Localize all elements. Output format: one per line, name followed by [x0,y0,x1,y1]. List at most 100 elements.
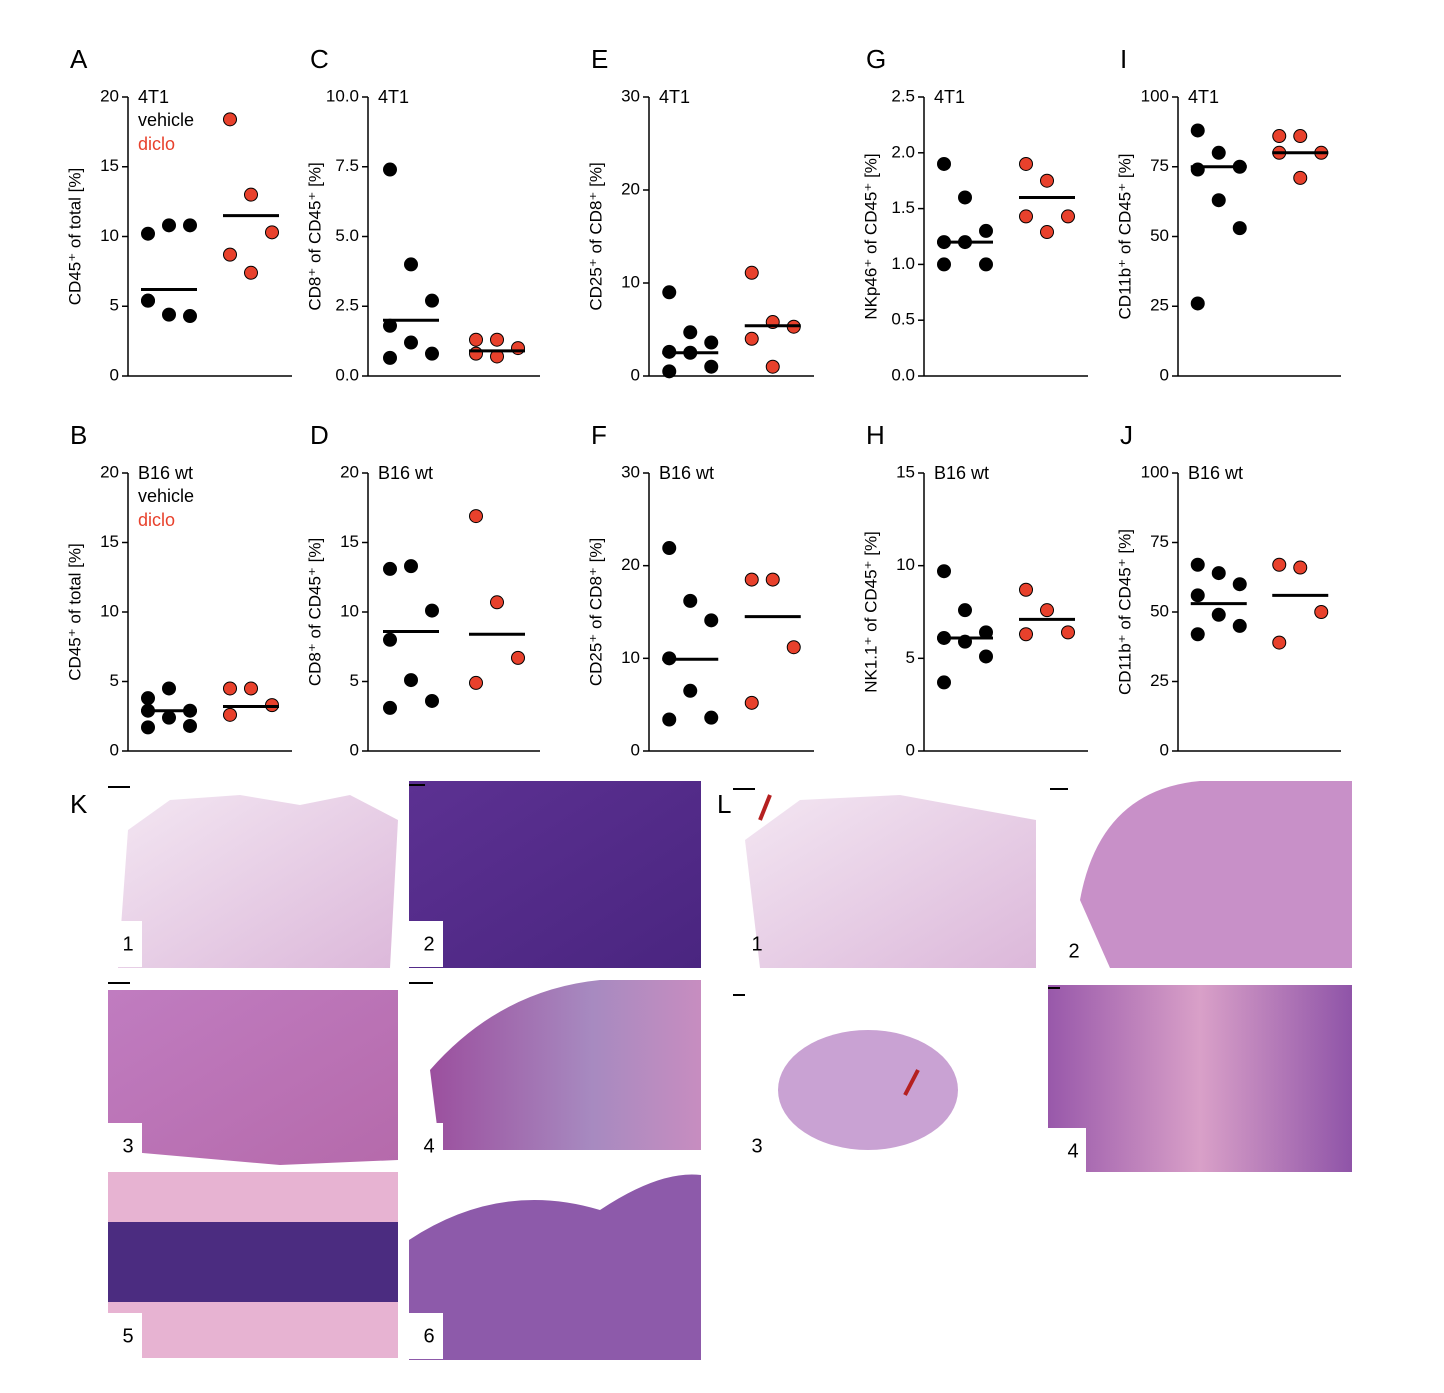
y-tick-label: 0 [110,365,119,384]
dot [223,247,237,262]
y-tick-label: 50 [1150,226,1169,245]
image [108,1222,398,1302]
chart-title: 4T1 [659,87,690,107]
dot [1040,173,1054,188]
dot [425,603,439,618]
label-box [409,1123,443,1169]
chart-title: B16 wt [138,463,193,483]
y-tick-label: 10 [621,272,640,291]
dot [244,265,258,280]
dot [683,683,698,698]
dot [469,346,483,361]
chart-title: 4T1 [138,87,169,107]
y-tick-label: 25 [1150,671,1169,690]
dot [1190,588,1205,603]
y-axis-label: CD25⁺ of CD8⁺ [%] [586,162,605,310]
dot [490,332,504,347]
legend-label: diclo [138,510,175,530]
y-tick-label: 30 [621,462,640,481]
y-tick-label: 10 [340,601,359,620]
y-tick-label: 15 [100,532,119,551]
image-number: 3 [751,1135,762,1157]
dot [383,700,397,715]
dot [141,691,155,706]
dot [469,509,483,524]
dot [1061,209,1075,224]
y-tick-label: 15 [896,462,915,481]
dot [183,718,197,733]
panel-label: E [591,44,608,74]
y-tick-label: 0 [906,740,915,759]
dot [662,364,677,379]
panel-label: A [70,44,88,74]
chart-title: 4T1 [1188,87,1219,107]
y-tick-label: 20 [100,462,119,481]
y-tick-label: 75 [1150,156,1169,175]
y-tick-label: 1.0 [891,254,915,273]
dot [704,710,719,725]
y-tick-label: 10 [100,601,119,620]
chart: G 4T1 NKp46⁺ of CD45⁺ [%] 0.0 0.5 1.0 1.5 2.0 2.… [861,44,1088,384]
dot [425,293,439,308]
y-tick-label: 0.0 [335,365,359,384]
dot [662,285,677,300]
image-number: 3 [122,1135,133,1157]
image-number: 4 [1067,1140,1078,1162]
label-box [108,921,142,967]
dot [704,335,719,350]
arrow [903,1069,920,1096]
dot [979,649,993,664]
chart: B B16 wt CD45⁺ of total [%] 0 5 10 15 20 vehicle… [65,420,292,759]
panel-label: B [70,420,87,450]
dot [1272,635,1287,650]
dot [683,325,698,340]
y-tick-label: 0 [350,740,359,759]
chart: H B16 wt NK1.1⁺ of CD45⁺ [%] 0 5 10 15 [861,420,1088,759]
dot [937,257,951,272]
label-box [409,921,443,967]
dot [765,359,780,374]
image [1048,985,1352,1172]
label-box [108,1313,142,1359]
dot [1190,296,1205,311]
dot [1190,557,1205,572]
image-number: 2 [1068,940,1079,962]
panel-label: F [591,420,607,450]
dot [1190,627,1205,642]
dot [1019,627,1033,642]
y-axis-label: CD11b⁺ of CD45⁺ [%] [1115,154,1134,320]
dot [383,162,397,177]
dot [662,712,677,727]
image-number: 5 [122,1325,133,1347]
dot [469,332,483,347]
legend-label: vehicle [138,486,194,506]
y-axis-label: CD8⁺ of CD45⁺ [%] [305,538,324,686]
y-tick-label: 1.5 [891,198,915,217]
dot [937,156,951,171]
dot [223,707,237,722]
chart: F B16 wt CD25⁺ of CD8⁺ [%] 0 10 20 30 [586,420,814,759]
dot [404,335,418,350]
chart: C 4T1 CD8⁺ of CD45⁺ [%] 0.0 2.5 5.0 7.5 10.0 [305,44,540,384]
image [409,781,701,968]
dot [511,650,525,665]
dot [183,309,197,324]
y-axis-label: CD11b⁺ of CD45⁺ [%] [1115,529,1134,695]
dot [404,673,418,688]
histology [108,781,1352,1360]
panel-label: J [1120,420,1133,450]
dot [744,265,759,280]
dot [162,307,176,322]
dot [1019,582,1033,597]
y-tick-label: 2.5 [891,86,915,105]
dot [1293,560,1308,575]
image [409,1174,701,1360]
image-number: 1 [751,933,762,955]
dot [1232,618,1247,633]
dot [1040,603,1054,618]
panel-label: K [70,789,88,819]
dot [141,226,155,241]
label-box [108,1123,142,1169]
dot [244,681,258,696]
y-tick-label: 10 [621,648,640,667]
